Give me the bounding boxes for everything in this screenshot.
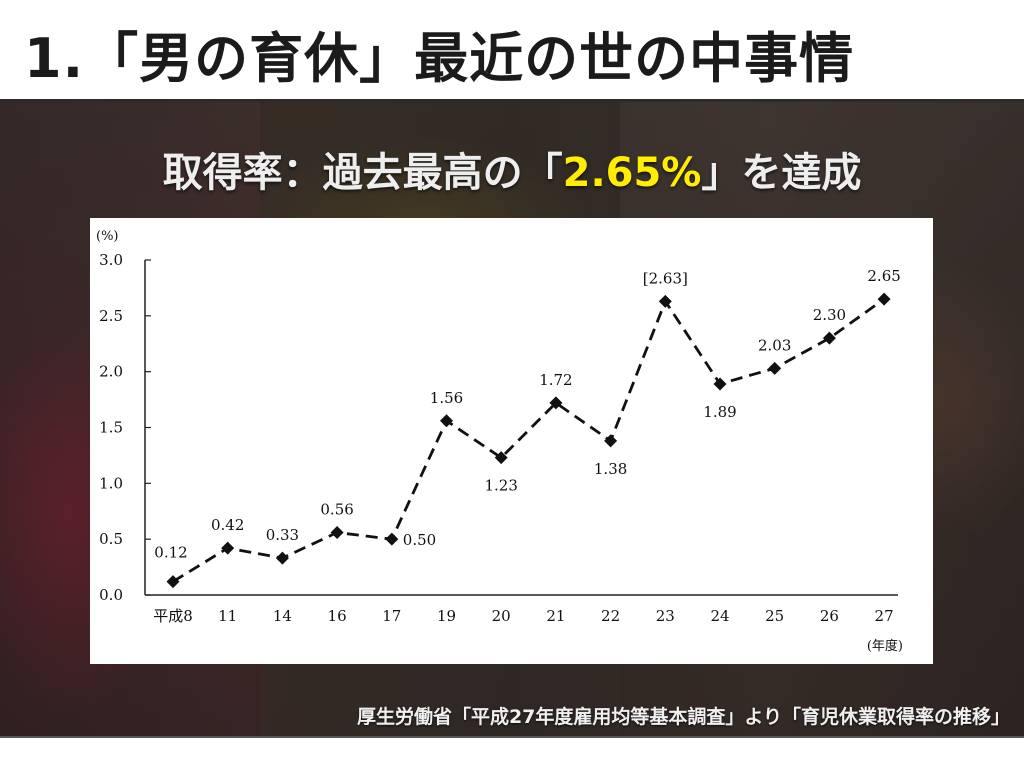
data-point <box>822 331 836 345</box>
data-label: 1.89 <box>703 403 736 421</box>
slide-title: 1.「男の育休」最近の世の中事情 <box>24 27 855 90</box>
headline: 取得率：過去最高の「2.65%」を達成 <box>0 140 1024 198</box>
bottom-band <box>0 736 1024 770</box>
data-point <box>658 294 672 308</box>
x-tick-label: 27 <box>875 607 894 625</box>
data-label: 1.38 <box>594 460 627 478</box>
data-point <box>440 414 453 428</box>
data-point <box>275 551 289 565</box>
headline-prefix: 取得率：過去最高の「 <box>162 150 563 196</box>
data-label: 0.42 <box>211 516 244 534</box>
y-tick-label: 3.0 <box>99 251 123 269</box>
x-tick-label: 21 <box>546 607 565 625</box>
data-point <box>330 525 344 539</box>
data-label: 1.56 <box>430 389 463 407</box>
data-label: 2.03 <box>758 336 791 354</box>
y-tick-label: 1.0 <box>99 474 123 492</box>
x-tick-label: 11 <box>218 607 237 625</box>
x-tick-label: 19 <box>437 607 456 625</box>
headline-suffix: 」を達成 <box>701 150 862 196</box>
x-tick-label: 14 <box>273 607 292 625</box>
data-label: 0.33 <box>266 526 299 544</box>
data-point <box>385 532 399 546</box>
y-tick-label: 2.5 <box>99 307 123 325</box>
data-point <box>166 575 180 589</box>
x-unit-label: (年度) <box>867 638 903 654</box>
data-point <box>768 361 782 375</box>
chart-panel: 0.0 0.5 1.0 1.5 2.0 2.5 3.0 (%) 平成8 11 14 16 17 19 20 2… <box>90 218 933 664</box>
source-note: 厚生労働省「平成27年度雇用均等基本調査」より「育児休業取得率の推移」 <box>356 706 1010 728</box>
data-label: 1.23 <box>484 477 517 495</box>
x-tick-label: 23 <box>656 607 675 625</box>
y-unit-label: (%) <box>96 229 119 244</box>
data-label: 2.65 <box>867 267 900 285</box>
data-label: 2.30 <box>813 306 846 324</box>
y-tick-label: 0.5 <box>99 530 123 548</box>
x-tick-label: 24 <box>710 607 729 625</box>
x-tick-label: 平成8 <box>153 607 193 625</box>
data-point <box>221 541 235 555</box>
title-bar: 1.「男の育休」最近の世の中事情 <box>0 0 1024 102</box>
data-label: [2.63] <box>643 269 688 287</box>
data-label: 0.12 <box>154 544 187 562</box>
x-tick-label: 16 <box>328 607 347 625</box>
x-tick-label: 22 <box>601 607 620 625</box>
y-tick-label: 0.0 <box>99 586 123 604</box>
x-tick-label: 26 <box>820 607 839 625</box>
data-label: 1.72 <box>539 371 572 389</box>
data-label: 0.50 <box>403 531 436 549</box>
line-chart: 0.0 0.5 1.0 1.5 2.0 2.5 3.0 (%) 平成8 11 14 16 17 19 20 2… <box>96 229 903 654</box>
headline-value: 2.65% <box>562 150 702 196</box>
data-point <box>494 451 508 465</box>
y-tick-label: 2.0 <box>99 363 123 381</box>
data-point <box>877 292 891 306</box>
x-tick-label: 25 <box>765 607 784 625</box>
y-tick-label: 1.5 <box>99 419 123 437</box>
x-tick-label: 20 <box>492 607 511 625</box>
x-tick-label: 17 <box>382 607 401 625</box>
data-label: 0.56 <box>320 500 353 518</box>
data-point <box>713 377 727 391</box>
data-point <box>549 396 563 410</box>
data-point <box>604 434 618 448</box>
